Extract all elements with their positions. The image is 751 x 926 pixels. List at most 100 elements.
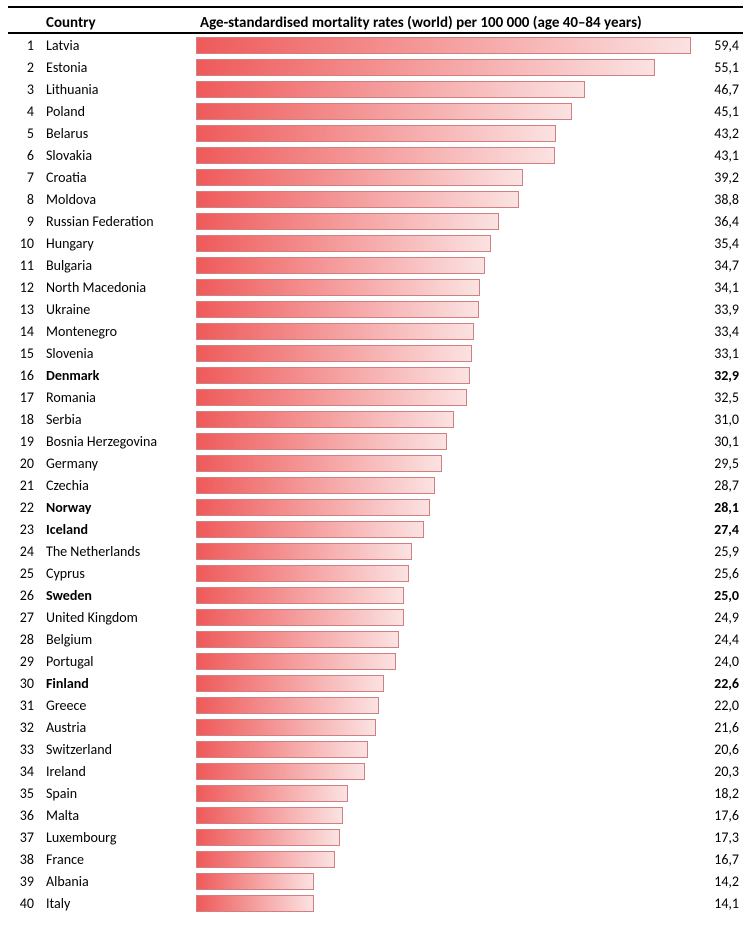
bar <box>196 697 379 714</box>
bar-track <box>196 675 691 692</box>
table-row: 5Belarus43,2 <box>8 122 743 144</box>
bar-cell <box>196 851 691 868</box>
bar <box>196 719 376 736</box>
country-cell: Norway <box>38 499 196 516</box>
bar <box>196 433 447 450</box>
bar-track <box>196 279 691 296</box>
country-cell: Iceland <box>38 521 196 538</box>
rank-cell: 22 <box>8 499 38 516</box>
value-cell: 34,7 <box>691 257 743 274</box>
bar-track <box>196 565 691 582</box>
bar <box>196 521 424 538</box>
value-cell: 34,1 <box>691 279 743 296</box>
bar <box>196 301 479 318</box>
value-cell: 24,9 <box>691 609 743 626</box>
bar-cell <box>196 477 691 494</box>
bar-cell <box>196 653 691 670</box>
rank-cell: 6 <box>8 147 38 164</box>
value-cell: 17,6 <box>691 807 743 824</box>
country-cell: Belarus <box>38 125 196 142</box>
table-row: 11Bulgaria34,7 <box>8 254 743 276</box>
rank-cell: 38 <box>8 851 38 868</box>
rank-cell: 14 <box>8 323 38 340</box>
bar-track <box>196 807 691 824</box>
rank-cell: 33 <box>8 741 38 758</box>
bar-cell <box>196 609 691 626</box>
bar-track <box>196 103 691 120</box>
table-row: 16Denmark32,9 <box>8 364 743 386</box>
bar-track <box>196 169 691 186</box>
bar <box>196 323 474 340</box>
bar-cell <box>196 895 691 912</box>
rank-cell: 27 <box>8 609 38 626</box>
country-cell: Poland <box>38 103 196 120</box>
rank-cell: 11 <box>8 257 38 274</box>
rank-cell: 16 <box>8 367 38 384</box>
table-row: 6Slovakia43,1 <box>8 144 743 166</box>
bar-cell <box>196 81 691 98</box>
bar <box>196 543 412 560</box>
bar <box>196 279 480 296</box>
rank-cell: 25 <box>8 565 38 582</box>
bar <box>196 81 585 98</box>
bar <box>196 851 335 868</box>
bar-track <box>196 829 691 846</box>
value-cell: 32,5 <box>691 389 743 406</box>
bar-cell <box>196 37 691 54</box>
bar-cell <box>196 125 691 142</box>
country-cell: Russian Federation <box>38 213 196 230</box>
value-cell: 33,1 <box>691 345 743 362</box>
bar-track <box>196 411 691 428</box>
table-row: 38France16,7 <box>8 848 743 870</box>
country-cell: Serbia <box>38 411 196 428</box>
rank-cell: 37 <box>8 829 38 846</box>
bar-track <box>196 741 691 758</box>
country-cell: Latvia <box>38 37 196 54</box>
country-cell: Lithuania <box>38 81 196 98</box>
value-cell: 33,4 <box>691 323 743 340</box>
table-row: 4Poland45,1 <box>8 100 743 122</box>
rank-cell: 26 <box>8 587 38 604</box>
country-cell: Albania <box>38 873 196 890</box>
value-cell: 59,4 <box>691 37 743 54</box>
value-cell: 43,2 <box>691 125 743 142</box>
country-cell: Luxembourg <box>38 829 196 846</box>
table-row: 36Malta17,6 <box>8 804 743 826</box>
value-cell: 18,2 <box>691 785 743 802</box>
bar-cell <box>196 741 691 758</box>
bar-cell <box>196 521 691 538</box>
rank-cell: 1 <box>8 37 38 54</box>
value-cell: 25,9 <box>691 543 743 560</box>
rank-cell: 28 <box>8 631 38 648</box>
header-chart: Age-standardised mortality rates (world)… <box>196 14 691 32</box>
country-cell: Ireland <box>38 763 196 780</box>
table-row: 40Italy14,1 <box>8 892 743 914</box>
bar <box>196 147 555 164</box>
bar-cell <box>196 169 691 186</box>
country-cell: North Macedonia <box>38 279 196 296</box>
bar <box>196 609 404 626</box>
table-row: 22Norway28,1 <box>8 496 743 518</box>
bar-cell <box>196 367 691 384</box>
value-cell: 14,1 <box>691 895 743 912</box>
bar-cell <box>196 829 691 846</box>
country-cell: Bosnia Herzegovina <box>38 433 196 450</box>
bar-cell <box>196 631 691 648</box>
value-cell: 24,0 <box>691 653 743 670</box>
table-body: 1Latvia59,42Estonia55,13Lithuania46,74Po… <box>8 34 743 914</box>
rank-cell: 31 <box>8 697 38 714</box>
bar <box>196 389 467 406</box>
value-cell: 14,2 <box>691 873 743 890</box>
bar-cell <box>196 873 691 890</box>
rank-cell: 4 <box>8 103 38 120</box>
bar-track <box>196 455 691 472</box>
bar <box>196 213 499 230</box>
table-row: 33Switzerland20,6 <box>8 738 743 760</box>
bar <box>196 829 340 846</box>
bar-track <box>196 147 691 164</box>
table-row: 23Iceland27,4 <box>8 518 743 540</box>
country-cell: United Kingdom <box>38 609 196 626</box>
bar-track <box>196 587 691 604</box>
rank-cell: 17 <box>8 389 38 406</box>
value-cell: 36,4 <box>691 213 743 230</box>
